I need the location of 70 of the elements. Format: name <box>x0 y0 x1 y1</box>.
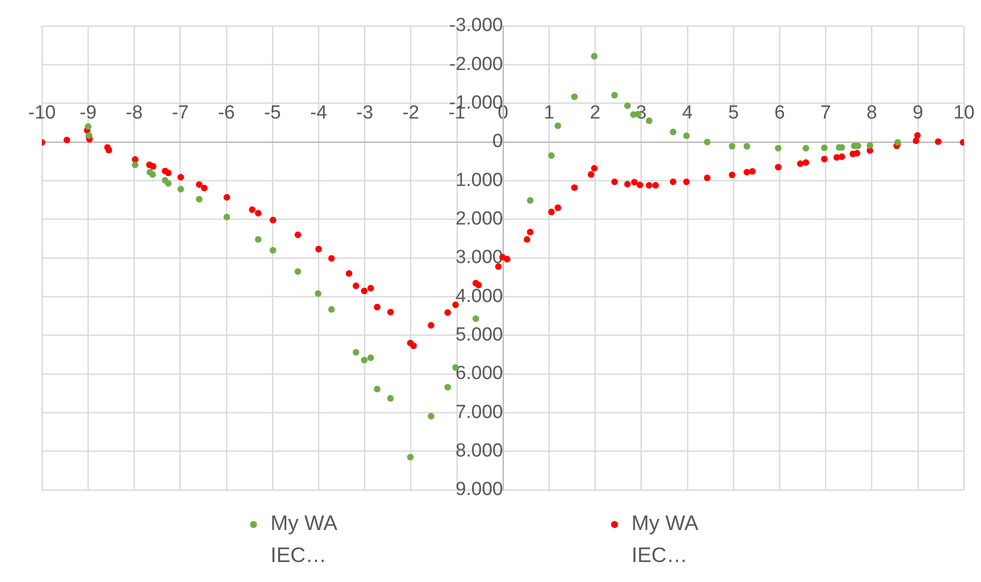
point <box>624 102 631 109</box>
y-tick-label: 1.000 <box>455 170 503 191</box>
x-tick-label: 8 <box>866 102 878 124</box>
legend-label: My WA IEC… <box>270 511 338 569</box>
x-tick-label: -10 <box>28 102 56 124</box>
x-tick-label: 5 <box>728 102 739 124</box>
point <box>254 236 262 243</box>
point <box>683 132 690 140</box>
x-tick-label: -2 <box>402 102 420 124</box>
point <box>821 144 828 152</box>
x-tick-label: -9 <box>80 102 97 124</box>
x-tick-label: 1 <box>544 102 554 124</box>
x-tick-label: 9 <box>912 102 924 124</box>
x-tick-label: 10 <box>953 102 975 124</box>
y-tick-label: -3.000 <box>449 15 503 36</box>
point <box>165 180 172 187</box>
point <box>590 52 598 60</box>
point <box>270 246 276 254</box>
point <box>704 138 711 146</box>
point <box>374 386 380 392</box>
point <box>444 384 451 390</box>
point <box>571 93 578 100</box>
point <box>177 186 184 192</box>
x-tick-label: -6 <box>218 102 235 124</box>
point <box>646 117 652 124</box>
point <box>548 152 555 159</box>
point <box>472 315 480 322</box>
point <box>224 214 230 220</box>
y-tick-label: 8.000 <box>455 440 503 462</box>
point <box>526 197 534 204</box>
y-tick-label: 4.000 <box>455 286 503 307</box>
x-tick-label: -7 <box>172 102 189 124</box>
point <box>387 395 394 402</box>
point <box>132 162 138 168</box>
point <box>360 356 368 364</box>
y-tick-label: 2.000 <box>455 208 503 230</box>
y-tick-label: 5.000 <box>455 324 503 346</box>
x-tick-label: -4 <box>310 102 328 124</box>
y-tick-label: 0 <box>492 131 503 152</box>
y-tick-label: -2.000 <box>449 54 503 75</box>
point <box>149 171 156 178</box>
point <box>407 454 414 460</box>
point <box>728 142 736 150</box>
point <box>84 123 92 130</box>
x-tick-label: -8 <box>126 102 143 124</box>
point <box>196 196 202 203</box>
x-tick-label: 4 <box>682 102 694 124</box>
point <box>352 349 360 356</box>
y-tick-label: 6.000 <box>455 363 503 384</box>
point <box>802 144 810 152</box>
x-tick-label: -5 <box>264 102 281 124</box>
point <box>314 290 322 297</box>
point <box>611 92 618 99</box>
y-tick-label: 9.000 <box>455 479 503 500</box>
point <box>294 268 302 275</box>
point <box>866 142 874 149</box>
y-tick-label: 3.000 <box>455 247 503 268</box>
point <box>670 128 676 136</box>
x-tick-label: 6 <box>774 102 785 124</box>
point <box>774 144 782 152</box>
point <box>328 306 335 313</box>
y-tick-label: 7.000 <box>455 402 503 423</box>
point <box>554 122 562 130</box>
x-tick-label: -3 <box>356 102 374 124</box>
x-tick-label: 7 <box>820 102 831 124</box>
x-tick-label: 2 <box>590 102 600 124</box>
point <box>744 142 750 150</box>
point <box>367 354 374 362</box>
legend-label: My WA IEC… <box>632 511 699 569</box>
point <box>428 412 434 420</box>
